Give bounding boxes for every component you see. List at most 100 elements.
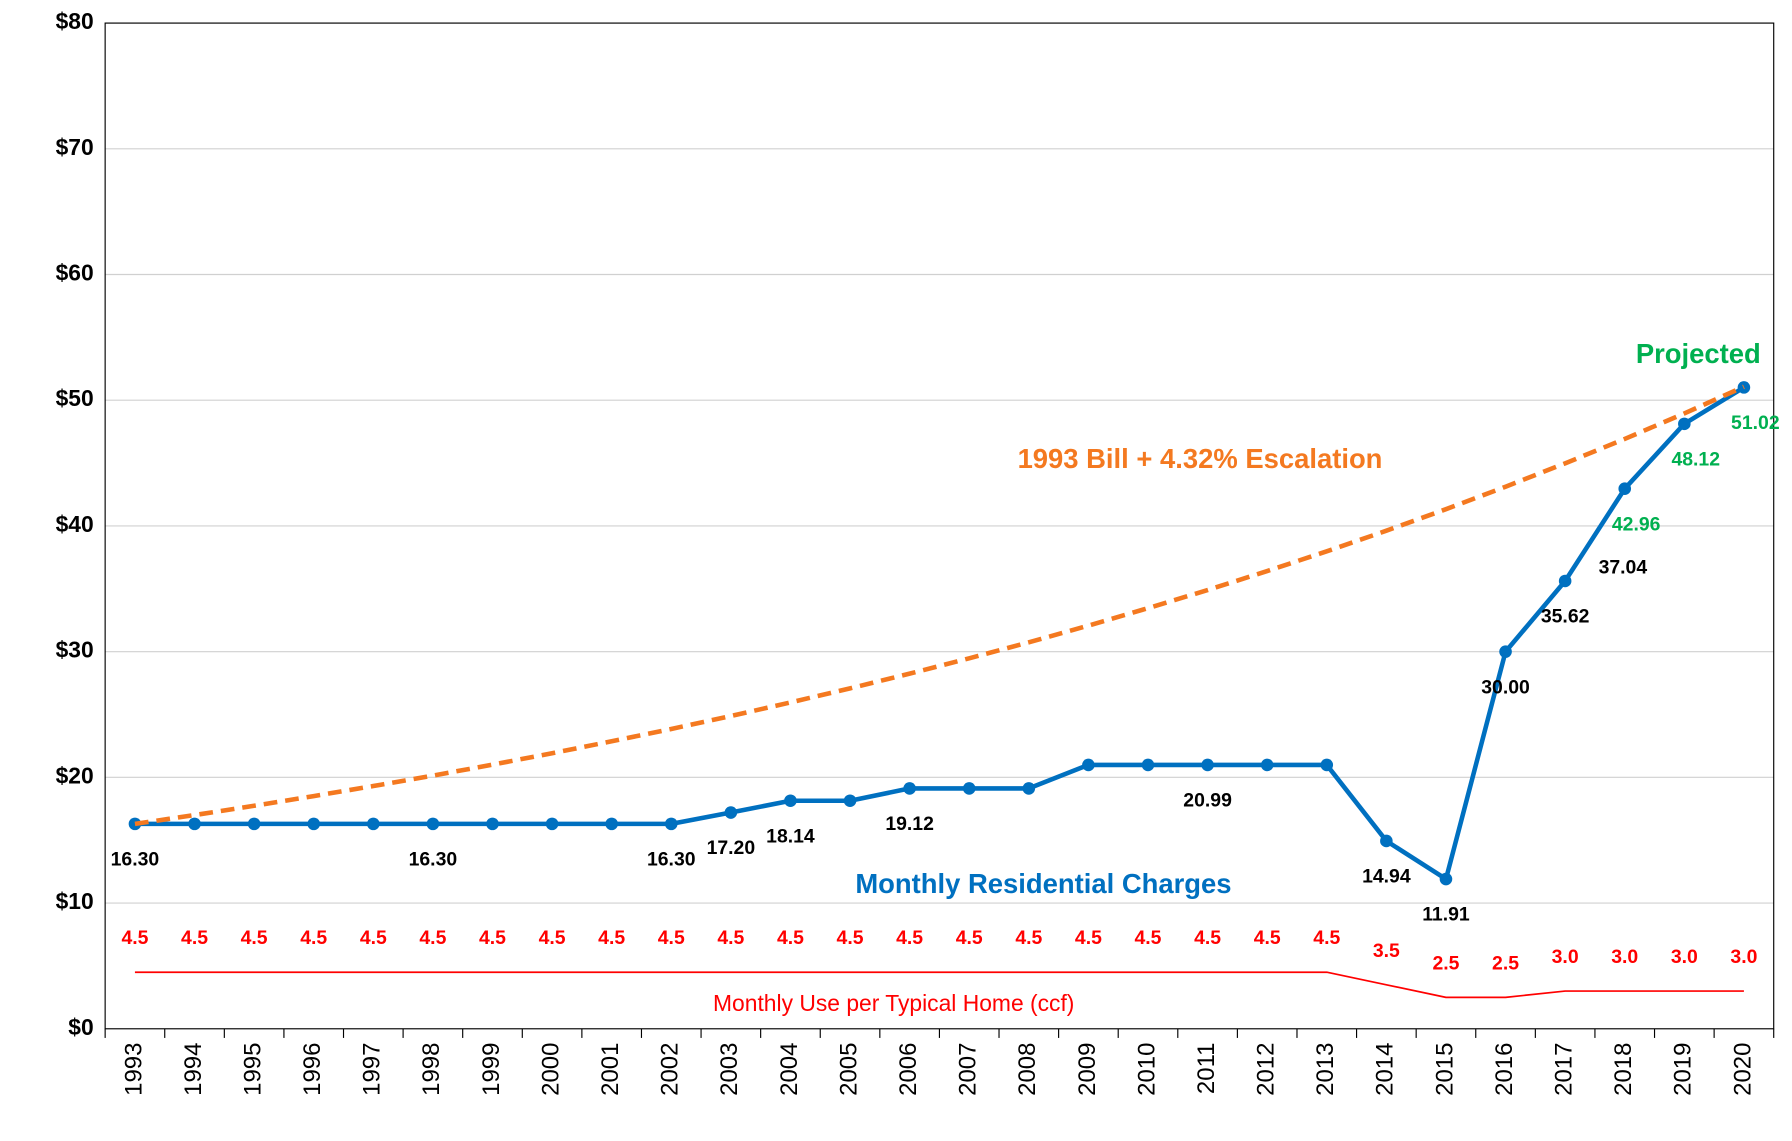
series-line [134,971,1744,999]
x-tick-label: 2019 [1670,1043,1697,1096]
data-label: 2.5 [1492,952,1519,974]
data-label: 4.5 [1194,927,1221,949]
data-label: 4.5 [479,927,506,949]
x-tick-label: 1998 [418,1043,445,1096]
data-label: 4.5 [956,927,983,949]
data-label: 16.30 [409,849,458,871]
data-label: 30.00 [1481,676,1530,698]
point [1320,758,1334,772]
point [307,817,320,831]
x-tick-label: 1995 [239,1043,266,1096]
x-tick-label: 2008 [1014,1043,1041,1096]
y-tick-label: $70 [56,134,94,160]
x-tick-label: 2010 [1133,1043,1160,1096]
data-label: 4.5 [241,927,268,949]
x-tick-label: 1997 [359,1043,386,1096]
data-label: 3.0 [1552,946,1579,968]
data-label: 4.5 [419,927,446,949]
point [724,806,738,819]
point [1678,417,1691,431]
data-label: 4.5 [1135,927,1162,949]
y-tick-label: $20 [56,762,94,788]
x-tick-label: 2014 [1372,1043,1399,1096]
point [1499,645,1512,658]
data-label: 4.5 [360,927,387,949]
point [1022,782,1036,795]
x-tick-label: 1999 [478,1043,505,1096]
data-label: 19.12 [885,813,934,835]
data-label: 4.5 [1075,927,1102,949]
point [367,817,380,831]
data-label: 16.30 [647,849,696,871]
point [545,817,559,831]
data-label: 4.5 [181,927,208,949]
x-tick-label: 2001 [597,1043,624,1096]
y-tick-label: $80 [56,8,94,34]
point [903,782,916,795]
point [188,817,201,831]
series-name: 1993 Bill + 4.32% Escalation [1018,443,1383,474]
data-label: 4.5 [121,927,148,949]
x-tick-label: 2006 [895,1043,922,1096]
data-label: 4.5 [658,927,685,949]
point [1439,872,1453,886]
point [247,817,261,831]
point [605,817,618,831]
data-label: 4.5 [539,927,566,949]
x-tick-label: 2000 [537,1043,564,1096]
x-tick-label: 2005 [835,1043,862,1096]
x-tick-label: 2012 [1253,1043,1280,1096]
data-label: 11.91 [1422,904,1470,926]
point [1141,758,1155,772]
data-label: 2.5 [1432,952,1459,974]
series-line [134,384,1745,827]
x-tick-label: 2020 [1729,1043,1756,1096]
x-tick-label: 2011 [1193,1043,1220,1095]
data-label: 4.5 [777,927,804,949]
data-label: 3.0 [1671,946,1698,968]
annotation: Projected [1636,338,1761,369]
data-label: 35.62 [1541,606,1590,628]
data-label: 4.5 [598,927,625,949]
x-tick-label: 2015 [1431,1043,1458,1096]
y-tick-label: $60 [56,260,94,286]
point [486,817,499,831]
point [1558,574,1572,588]
point [1201,758,1214,772]
point [1380,834,1393,848]
x-tick-label: 2007 [955,1043,982,1096]
point [1260,758,1274,772]
data-label: 4.5 [1313,927,1340,949]
data-label: 4.5 [717,927,744,949]
series-name: Monthly Residential Charges [855,868,1231,899]
x-tick-label: 2004 [776,1043,803,1096]
data-label: 20.99 [1183,790,1232,812]
y-tick-label: $0 [68,1014,93,1040]
data-label: 16.30 [111,849,160,871]
data-label: 3.0 [1611,946,1638,968]
data-label: 4.5 [837,927,864,949]
data-label: 17.20 [707,837,756,859]
y-tick-label: $30 [56,637,94,663]
data-label: 4.5 [896,927,923,949]
data-label: 51.02 [1731,412,1780,434]
y-tick-label: $10 [56,888,94,914]
x-tick-label: 1994 [180,1043,207,1096]
data-label: 14.94 [1362,866,1411,888]
data-label: 18.14 [766,825,815,847]
point [426,817,440,831]
series-name: Monthly Use per Typical Home (ccf) [713,990,1074,1016]
data-label: 42.96 [1612,513,1661,535]
data-label: 4.5 [1254,927,1281,949]
point [784,794,797,808]
x-tick-label: 2013 [1312,1043,1339,1096]
point [843,794,857,808]
annotation: 37.04 [1599,556,1648,578]
y-tick-label: $50 [56,385,94,411]
x-tick-label: 2002 [657,1043,684,1096]
data-label: 4.5 [300,927,327,949]
x-tick-label: 2009 [1074,1043,1101,1096]
x-tick-label: 2018 [1610,1043,1637,1096]
data-label: 4.5 [1015,927,1042,949]
